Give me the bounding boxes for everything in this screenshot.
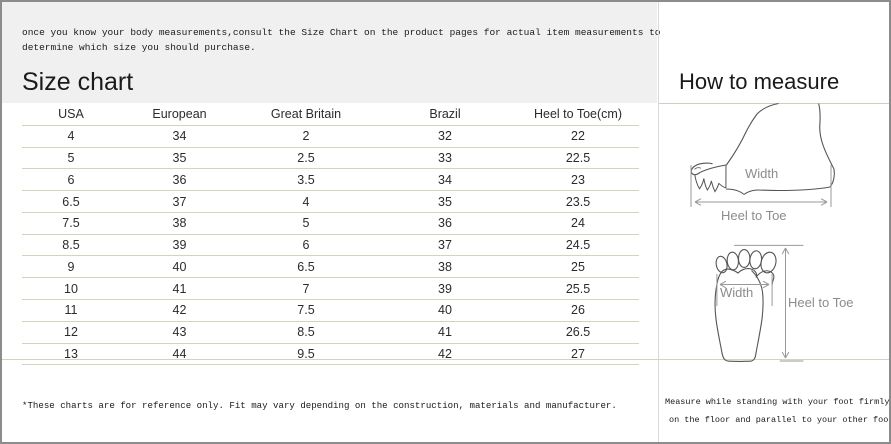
svg-text:Heel to Toe: Heel to Toe	[721, 208, 787, 223]
svg-text:Heel to Toe: Heel to Toe	[788, 295, 854, 310]
svg-text:Width: Width	[745, 166, 778, 181]
